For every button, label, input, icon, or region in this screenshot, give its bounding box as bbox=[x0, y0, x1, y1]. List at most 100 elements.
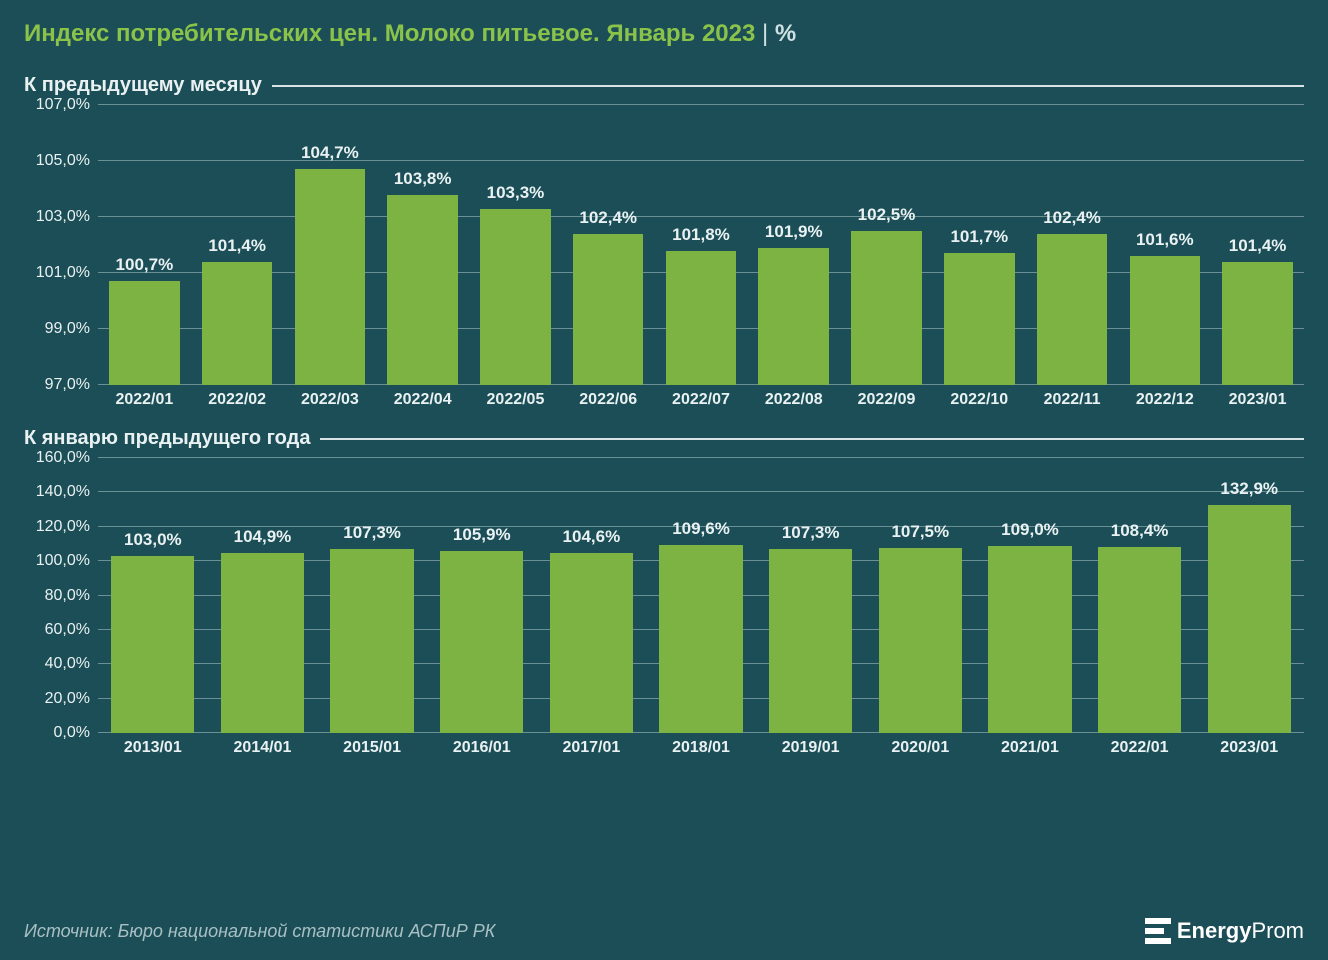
bar bbox=[573, 234, 644, 385]
bar bbox=[295, 169, 366, 385]
bar bbox=[879, 548, 962, 733]
bar-column: 100,7% bbox=[98, 255, 191, 385]
y-tick-label: 120,0% bbox=[36, 518, 90, 536]
bar-value-label: 104,6% bbox=[563, 527, 621, 547]
bar bbox=[659, 545, 742, 733]
logo-text-bold: Energy bbox=[1177, 918, 1252, 944]
section-rule bbox=[320, 438, 1304, 440]
bar-column: 105,9% bbox=[427, 525, 537, 733]
bar-column: 107,3% bbox=[756, 523, 866, 733]
y-axis: 97,0%99,0%101,0%103,0%105,0%107,0% bbox=[24, 105, 98, 385]
bar-column: 101,4% bbox=[1211, 236, 1304, 385]
bar-value-label: 132,9% bbox=[1220, 479, 1278, 499]
bar bbox=[1222, 262, 1293, 385]
x-axis: 2022/012022/022022/032022/042022/052022/… bbox=[98, 391, 1304, 409]
bar bbox=[666, 251, 737, 385]
y-tick-label: 101,0% bbox=[36, 264, 90, 282]
bar-column: 107,3% bbox=[317, 523, 427, 733]
y-tick-label: 60,0% bbox=[45, 621, 90, 639]
bar-column: 101,4% bbox=[191, 236, 284, 385]
bar-value-label: 102,5% bbox=[858, 205, 916, 225]
bar bbox=[944, 253, 1015, 385]
bar-column: 104,7% bbox=[284, 143, 377, 385]
y-tick-label: 140,0% bbox=[36, 483, 90, 501]
x-tick-label: 2023/01 bbox=[1211, 391, 1304, 409]
y-tick-label: 160,0% bbox=[36, 449, 90, 467]
bar-column: 101,7% bbox=[933, 227, 1026, 385]
bar-value-label: 105,9% bbox=[453, 525, 511, 545]
y-tick-label: 40,0% bbox=[45, 655, 90, 673]
y-tick-label: 20,0% bbox=[45, 690, 90, 708]
x-tick-label: 2022/07 bbox=[655, 391, 748, 409]
x-tick-label: 2022/06 bbox=[562, 391, 655, 409]
title-separator: | bbox=[755, 20, 775, 47]
section-header: К предыдущему месяцу bbox=[24, 74, 1304, 97]
title-unit: % bbox=[775, 20, 796, 47]
bar bbox=[851, 231, 922, 385]
y-tick-label: 103,0% bbox=[36, 208, 90, 226]
y-tick-label: 80,0% bbox=[45, 587, 90, 605]
x-tick-label: 2022/03 bbox=[284, 391, 377, 409]
y-tick-label: 105,0% bbox=[36, 152, 90, 170]
bar-column: 103,8% bbox=[376, 169, 469, 385]
x-tick-label: 2022/08 bbox=[747, 391, 840, 409]
bar bbox=[221, 553, 304, 733]
logo: EnergyProm bbox=[1145, 918, 1304, 944]
page-title: Индекс потребительских цен. Молоко питье… bbox=[24, 20, 1304, 48]
y-tick-label: 99,0% bbox=[45, 320, 90, 338]
bar-column: 107,5% bbox=[865, 522, 975, 733]
x-tick-label: 2022/11 bbox=[1026, 391, 1119, 409]
bar bbox=[202, 262, 273, 385]
footer: Источник: Бюро национальной статистики А… bbox=[24, 912, 1304, 944]
x-tick-label: 2022/09 bbox=[840, 391, 933, 409]
y-tick-label: 107,0% bbox=[36, 96, 90, 114]
y-tick-label: 100,0% bbox=[36, 552, 90, 570]
y-axis: 0,0%20,0%40,0%60,0%80,0%100,0%120,0%140,… bbox=[24, 458, 98, 733]
bar-value-label: 100,7% bbox=[116, 255, 174, 275]
bar-column: 103,3% bbox=[469, 183, 562, 385]
bar bbox=[480, 209, 551, 385]
bar-value-label: 102,4% bbox=[1043, 208, 1101, 228]
bar-column: 132,9% bbox=[1194, 479, 1304, 733]
y-tick-label: 97,0% bbox=[45, 376, 90, 394]
bar-value-label: 104,9% bbox=[234, 527, 292, 547]
bar-value-label: 101,6% bbox=[1136, 230, 1194, 250]
bar-value-label: 101,9% bbox=[765, 222, 823, 242]
section-rule bbox=[272, 85, 1304, 87]
bar-value-label: 107,5% bbox=[891, 522, 949, 542]
bar-value-label: 103,8% bbox=[394, 169, 452, 189]
bar bbox=[111, 556, 194, 733]
bar-value-label: 109,0% bbox=[1001, 520, 1059, 540]
bar-value-label: 101,4% bbox=[1229, 236, 1287, 256]
x-tick-label: 2022/01 bbox=[1085, 739, 1195, 757]
bar-column: 109,6% bbox=[646, 519, 756, 733]
bar-value-label: 101,7% bbox=[950, 227, 1008, 247]
bar-value-label: 101,8% bbox=[672, 225, 730, 245]
x-tick-label: 2022/01 bbox=[98, 391, 191, 409]
bar bbox=[109, 281, 180, 385]
chart-section-yearly: К январю предыдущего года 0,0%20,0%40,0%… bbox=[24, 427, 1304, 767]
plot-area: 100,7%101,4%104,7%103,8%103,3%102,4%101,… bbox=[98, 105, 1304, 385]
bar-column: 101,6% bbox=[1118, 230, 1211, 385]
x-tick-label: 2013/01 bbox=[98, 739, 208, 757]
bar-value-label: 101,4% bbox=[208, 236, 266, 256]
x-tick-label: 2022/12 bbox=[1118, 391, 1211, 409]
bar-column: 102,4% bbox=[562, 208, 655, 385]
plot-area: 103,0%104,9%107,3%105,9%104,6%109,6%107,… bbox=[98, 458, 1304, 733]
bars-group: 100,7%101,4%104,7%103,8%103,3%102,4%101,… bbox=[98, 105, 1304, 385]
logo-icon bbox=[1145, 918, 1171, 944]
bar bbox=[387, 195, 458, 385]
bar-column: 104,9% bbox=[208, 527, 318, 733]
bar bbox=[769, 549, 852, 733]
bar-chart-monthly: 97,0%99,0%101,0%103,0%105,0%107,0% 100,7… bbox=[24, 105, 1304, 385]
source-text: Источник: Бюро национальной статистики А… bbox=[24, 921, 495, 942]
bar bbox=[988, 546, 1071, 733]
bar-value-label: 108,4% bbox=[1111, 521, 1169, 541]
x-tick-label: 2021/01 bbox=[975, 739, 1085, 757]
x-tick-label: 2022/05 bbox=[469, 391, 562, 409]
bar-column: 109,0% bbox=[975, 520, 1085, 733]
bar-column: 104,6% bbox=[537, 527, 647, 733]
bar-value-label: 103,0% bbox=[124, 530, 182, 550]
chart-container: Индекс потребительских цен. Молоко питье… bbox=[0, 0, 1328, 960]
bar bbox=[758, 248, 829, 385]
